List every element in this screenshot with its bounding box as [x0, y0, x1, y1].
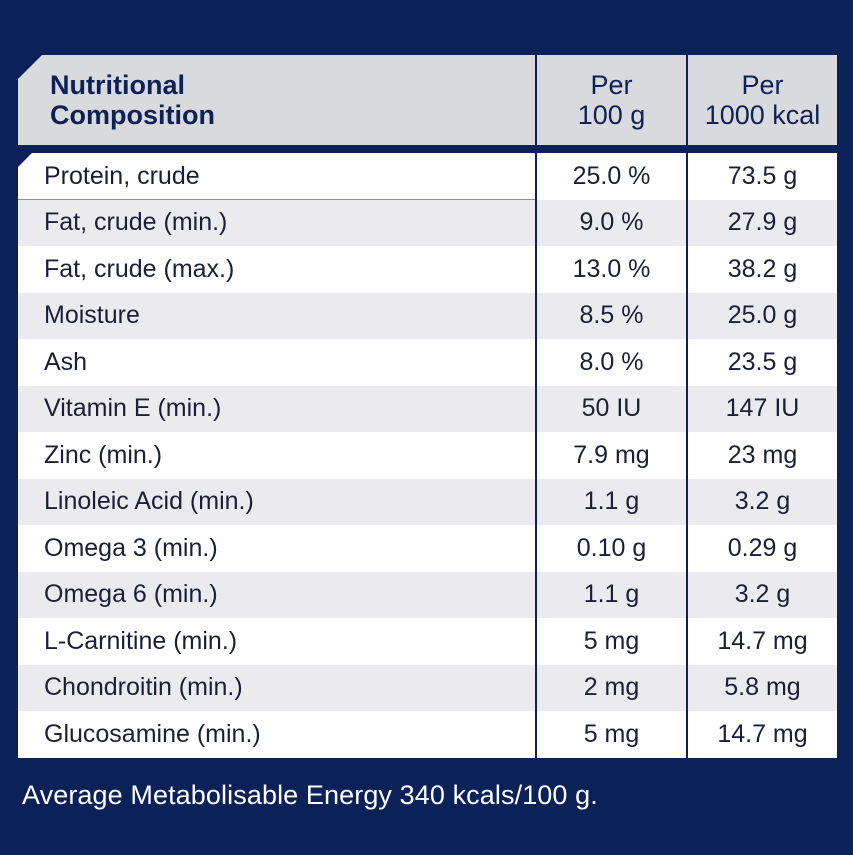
header-per-1000kcal: Per 1000 kcal [688, 55, 837, 145]
value-per-100g: 5 mg [537, 711, 686, 758]
value-per-1000kcal: 23 mg [688, 432, 837, 479]
nutrient-name: Fat, crude (min.) [18, 199, 535, 246]
table-header: Nutritional Composition Per 100 g Per 10… [18, 55, 837, 145]
nutrient-name: Fat, crude (max.) [18, 246, 535, 293]
value-per-100g: 7.9 mg [537, 432, 686, 479]
value-per-1000kcal: 27.9 g [688, 199, 837, 246]
value-per-100g: 8.0 % [537, 339, 686, 386]
value-per-1000kcal: 38.2 g [688, 246, 837, 293]
energy-footnote: Average Metabolisable Energy 340 kcals/1… [22, 780, 598, 810]
nutrient-name: Vitamin E (min.) [18, 385, 535, 432]
value-per-100g: 9.0 % [537, 199, 686, 246]
nutrient-name: Protein, crude [18, 153, 535, 200]
value-per-1000kcal: 147 IU [688, 385, 837, 432]
header-col1-line2: Composition [50, 100, 215, 130]
value-per-1000kcal: 14.7 mg [688, 618, 837, 665]
value-per-1000kcal: 3.2 g [688, 478, 837, 525]
nutrient-name: Chondroitin (min.) [18, 664, 535, 711]
value-per-100g: 25.0 % [537, 153, 686, 200]
header-per-100g: Per 100 g [537, 55, 686, 145]
header-col1-line1: Nutritional [50, 70, 185, 100]
value-per-1000kcal: 0.29 g [688, 525, 837, 572]
nutrition-table: Nutritional Composition Per 100 g Per 10… [18, 55, 837, 758]
header-col3-line2: 1000 kcal [704, 100, 821, 130]
value-per-1000kcal: 23.5 g [688, 339, 837, 386]
value-per-100g: 8.5 % [537, 292, 686, 339]
value-per-100g: 1.1 g [537, 571, 686, 618]
table-body: Protein, crude 25.0 % 73.5 g Fat, crude (mi… [18, 153, 837, 758]
header-col2-line2: 100 g [577, 100, 646, 130]
header-col3-line1: Per [741, 70, 784, 100]
value-per-100g: 2 mg [537, 664, 686, 711]
nutrient-name: L-Carnitine (min.) [18, 618, 535, 665]
value-per-1000kcal: 25.0 g [688, 292, 837, 339]
header-col2-line1: Per [590, 70, 633, 100]
header-nutritional-composition: Nutritional Composition [18, 55, 535, 145]
nutrient-name: Omega 6 (min.) [18, 571, 535, 618]
nutrient-name: Moisture [18, 292, 535, 339]
value-per-100g: 50 IU [537, 385, 686, 432]
value-per-1000kcal: 14.7 mg [688, 711, 837, 758]
value-per-100g: 0.10 g [537, 525, 686, 572]
nutrient-name: Zinc (min.) [18, 432, 535, 479]
value-per-100g: 5 mg [537, 618, 686, 665]
value-per-1000kcal: 5.8 mg [688, 664, 837, 711]
nutrient-name: Omega 3 (min.) [18, 525, 535, 572]
nutrient-name: Glucosamine (min.) [18, 711, 535, 758]
nutrient-name: Ash [18, 339, 535, 386]
value-per-1000kcal: 73.5 g [688, 153, 837, 200]
value-per-100g: 1.1 g [537, 478, 686, 525]
value-per-100g: 13.0 % [537, 246, 686, 293]
value-per-1000kcal: 3.2 g [688, 571, 837, 618]
nutrient-name: Linoleic Acid (min.) [18, 478, 535, 525]
